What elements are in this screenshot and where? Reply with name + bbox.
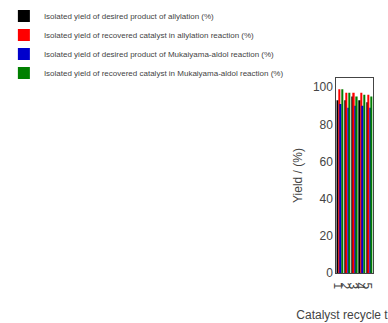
svg-text:5: 5 <box>360 282 374 289</box>
svg-text:1: 1 <box>331 282 345 289</box>
svg-text:40: 40 <box>320 192 334 206</box>
svg-text:100: 100 <box>313 80 333 94</box>
svg-text:Isolated yield of recovered ca: Isolated yield of recovered catalyst in … <box>44 69 284 78</box>
svg-text:Catalyst recycle times: Catalyst recycle times <box>296 308 388 322</box>
svg-text:0: 0 <box>326 266 333 280</box>
svg-text:20: 20 <box>320 229 334 243</box>
svg-text:Isolated yield of desired prod: Isolated yield of desired product of all… <box>44 12 214 21</box>
svg-text:2: 2 <box>338 282 352 289</box>
svg-text:Yield / (%): Yield / (%) <box>291 148 305 203</box>
svg-text:Isolated yield of desired prod: Isolated yield of desired product of Muk… <box>44 50 274 59</box>
svg-text:Isolated yield of recovered ca: Isolated yield of recovered catalyst in … <box>44 31 254 40</box>
svg-text:60: 60 <box>320 155 334 169</box>
svg-text:3: 3 <box>346 282 360 289</box>
svg-text:4: 4 <box>353 282 367 289</box>
svg-text:80: 80 <box>320 118 334 132</box>
